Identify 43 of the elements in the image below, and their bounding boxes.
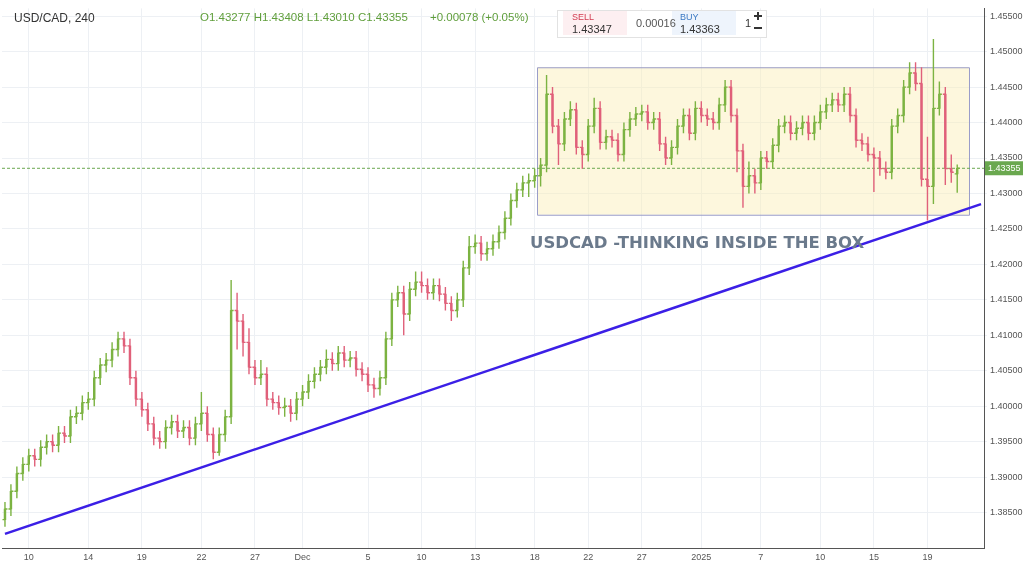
y-tick-label: 1.42500 bbox=[990, 223, 1023, 234]
x-tick-label: 19 bbox=[922, 551, 933, 562]
y-tick-label: 1.41000 bbox=[990, 329, 1023, 340]
y-tick-label: 1.43500 bbox=[990, 152, 1023, 163]
x-tick-label: 18 bbox=[529, 551, 540, 562]
x-tick-label: Dec bbox=[294, 551, 312, 562]
x-tick-label: 22 bbox=[196, 551, 207, 562]
x-tick-label: 19 bbox=[136, 551, 147, 562]
x-tick-label: 5 bbox=[365, 551, 371, 562]
y-tick-label: 1.43000 bbox=[990, 187, 1023, 198]
annotation: +0.00078 (+0.05%) bbox=[430, 11, 529, 23]
y-tick-label: 1.45500 bbox=[990, 10, 1023, 21]
y-tick-label: 1.44000 bbox=[990, 117, 1023, 128]
y-tick-label: 1.39000 bbox=[990, 471, 1023, 482]
annotation: USDCAD -THINKING INSIDE THE BOX bbox=[530, 233, 865, 252]
y-tick-label: 1.40000 bbox=[990, 400, 1023, 411]
x-tick-label: 7 bbox=[758, 551, 764, 562]
x-tick-label: 13 bbox=[470, 551, 481, 562]
y-tick-label: 1.41500 bbox=[990, 294, 1023, 305]
annotation: 1.43363 bbox=[680, 23, 720, 35]
x-tick-label: 22 bbox=[583, 551, 594, 562]
x-tick-label: 15 bbox=[868, 551, 879, 562]
chart-title: USD/CAD, 240 bbox=[14, 11, 95, 25]
annotation: O1.43277 H1.43408 L1.43010 C1.43355 bbox=[200, 11, 408, 23]
annotation: SELL bbox=[572, 12, 595, 22]
y-tick-label: 1.40500 bbox=[990, 365, 1023, 376]
y-tick-label: 1.44500 bbox=[990, 81, 1023, 92]
annotation: 1 bbox=[745, 17, 752, 29]
annotation: 0.00016 bbox=[636, 17, 676, 29]
x-tick-label: 27 bbox=[636, 551, 647, 562]
x-tick-label: 10 bbox=[815, 551, 826, 562]
ref-line-label: 1.43355 bbox=[988, 162, 1021, 173]
annotation: BUY bbox=[680, 12, 699, 22]
y-tick-label: 1.42000 bbox=[990, 258, 1023, 269]
annotation: 1.43347 bbox=[572, 23, 612, 35]
x-tick-label: 10 bbox=[416, 551, 427, 562]
x-tick-label: 14 bbox=[83, 551, 94, 562]
y-tick-label: 1.45000 bbox=[990, 46, 1023, 57]
x-tick-label: 2025 bbox=[691, 551, 712, 562]
x-tick-label: 27 bbox=[249, 551, 260, 562]
x-tick-label: 10 bbox=[23, 551, 34, 562]
y-tick-label: 1.38500 bbox=[990, 507, 1023, 518]
y-tick-label: 1.39500 bbox=[990, 436, 1023, 447]
